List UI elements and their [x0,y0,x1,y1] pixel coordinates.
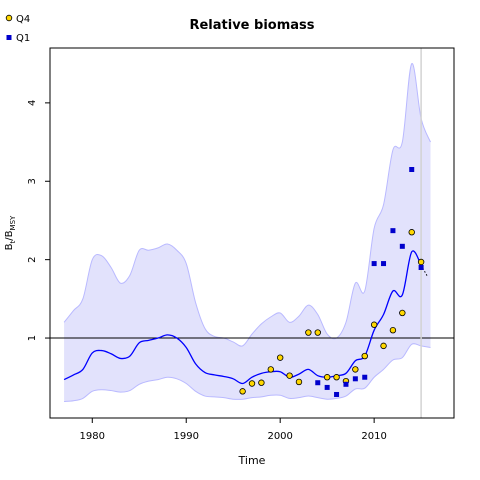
data-points-layer [239,167,425,397]
q1-point [390,228,396,234]
legend: Q4 Q1 [5,14,30,44]
axes-layer: 1980 1990 2000 2010 1 2 3 4 [27,100,387,442]
y-tick-label: 3 [27,178,38,184]
q4-point [323,374,331,381]
q1-point [418,264,424,270]
q1-point [334,391,340,397]
band-lower-edge [64,343,431,403]
q4-point [295,378,303,386]
q1-point [399,243,405,249]
confidence-band-layer [63,63,431,403]
q4-point [286,372,293,379]
legend-q4-marker [5,14,13,22]
confidence-band [64,63,431,402]
q4-point [305,329,312,336]
q1-point [315,380,321,386]
estimate-line [63,250,422,385]
legend-q4-label: Q4 [16,14,30,25]
q1-point [343,381,349,387]
x-axis-label: Time [238,454,266,467]
x-tick-label: 2010 [361,431,386,442]
y-tick-label: 1 [27,335,38,341]
y-tick-label: 2 [27,256,38,262]
q4-point [417,258,425,266]
q4-point [361,352,368,360]
legend-q1-marker [6,35,12,40]
q4-point [258,379,265,386]
legend-q1-label: Q1 [16,33,30,44]
x-tick-label: 1980 [80,431,105,442]
q4-point [248,380,256,387]
chart-title: Relative biomass [189,18,314,33]
q4-point [352,366,359,373]
q4-point [399,309,406,317]
x-tick-label: 1990 [174,431,199,442]
x-tick-label: 2000 [267,431,292,442]
plot-frame [49,47,455,419]
y-tick-label: 4 [27,100,38,106]
q4-point [314,329,321,336]
q4-point [276,354,284,361]
q1-point [409,167,415,173]
q4-point [408,229,415,236]
q4-point [370,321,378,328]
q1-point [362,374,368,380]
band-upper-edge [63,63,431,347]
projection-line [420,264,429,278]
q1-point [352,376,358,382]
q1-point [324,384,330,390]
estimate-line-layer [50,48,454,418]
q1-point [371,261,377,267]
q1-point [381,261,387,267]
q4-point [380,342,387,350]
q4-point [267,366,274,373]
q4-point [333,374,340,381]
q4-point [389,327,397,334]
q4-point [239,388,246,395]
y-axis-label: Bt/BMSY [4,215,17,250]
